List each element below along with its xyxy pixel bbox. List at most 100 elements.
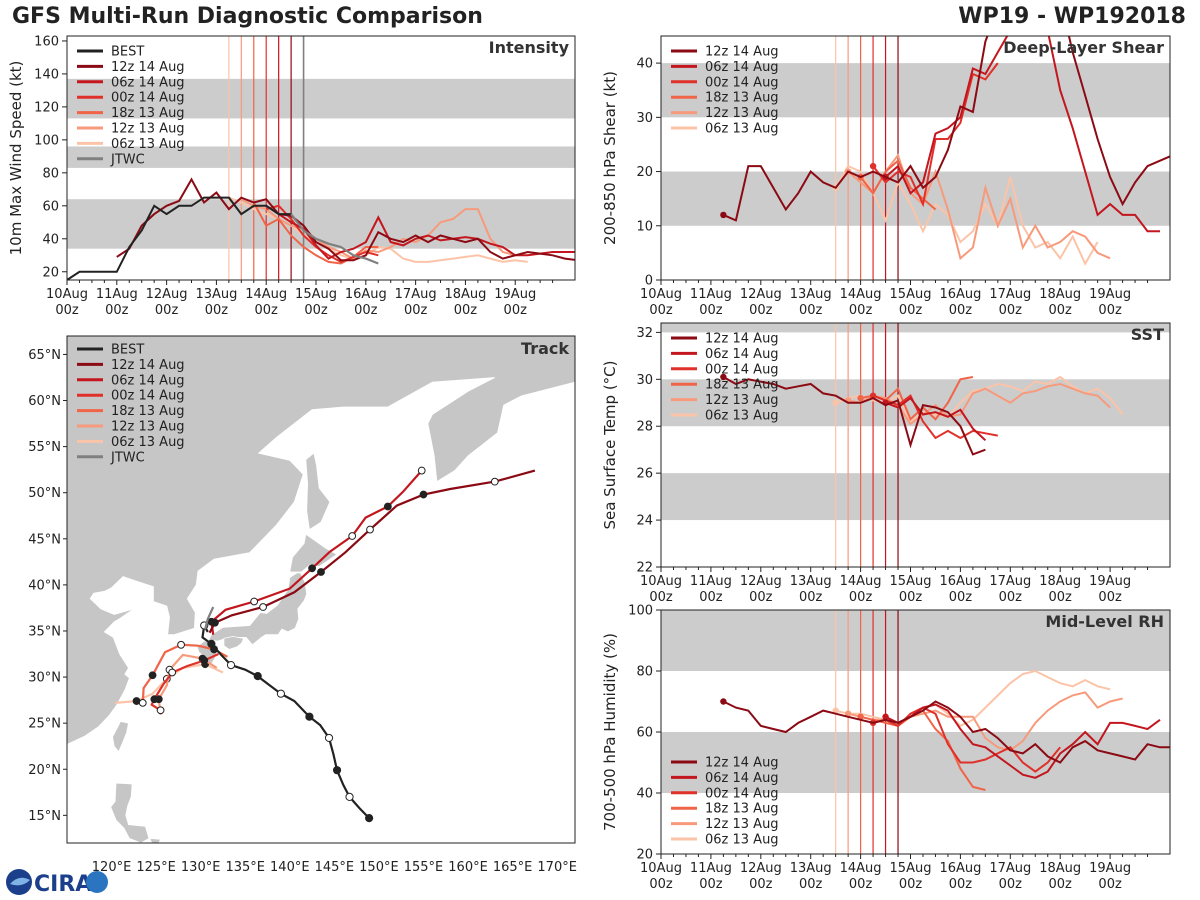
track-lat-label: 15°N [28, 809, 61, 824]
track-legend-label: 00z 14 Aug [111, 389, 185, 404]
sst-series-12z-14-aug [722, 376, 986, 456]
intensity-ytick-label: 40 [42, 232, 59, 247]
intensity-ytick-label: 140 [34, 67, 59, 82]
sst-frame [660, 322, 1171, 568]
track-lat-label: 20°N [28, 763, 61, 778]
track-frame [66, 335, 576, 844]
rh-ytick-label: 80 [636, 665, 653, 680]
intensity-legend-label: 18z 13 Aug [111, 106, 185, 121]
intensity-ytick-label: 160 [34, 34, 59, 49]
sst-ytick-label: 28 [636, 420, 653, 435]
intensity-title: Intensity [489, 38, 570, 57]
track-legend-label: 18z 13 Aug [111, 404, 185, 419]
track-point [250, 597, 259, 606]
rh-xtick-label: 17Aug [989, 861, 1031, 876]
sst-xtick-label: 00z [649, 590, 673, 605]
rh-series-12z-14-aug [722, 700, 1170, 764]
shear-series-12z-13-aug [847, 153, 1111, 261]
sst-legend-label: 06z 14 Aug [705, 347, 779, 362]
intensity-legend-label: 06z 13 Aug [111, 137, 185, 152]
shear-xtick-label: 15Aug [890, 287, 932, 302]
best-track-point [345, 792, 354, 802]
track-point [348, 532, 357, 540]
sst-xtick-label: 00z [1098, 590, 1122, 605]
chart-track: 120°E 125°E 130°E 135°E 140°E 145°E 150°E 155°E… [28, 335, 577, 875]
rh-init-point-12z-13-aug [844, 710, 852, 717]
rh-plot-area [661, 610, 1170, 854]
intensity-legend-label: 12z 13 Aug [111, 122, 185, 137]
shear-xtick-label: 17Aug [989, 287, 1031, 302]
intensity-xtick-label: 19Aug [494, 287, 536, 302]
rh-init-point-18z-13-aug [857, 713, 864, 720]
intensity-ytick-label: 20 [42, 265, 59, 280]
shear-xtick-label: 00z [699, 303, 723, 318]
track-legend-label: 12z 13 Aug [111, 420, 185, 435]
shear-xtick-label: 00z [1049, 303, 1073, 318]
shear-series-00z-14-aug [872, 62, 999, 208]
track-lon-label: 120°E [92, 860, 132, 875]
rh-xtick-label: 15Aug [890, 861, 932, 876]
shear-series-18z-13-aug [859, 159, 937, 211]
rh-xtick-label: 16Aug [939, 861, 981, 876]
track-point [148, 671, 157, 680]
intensity-xtick-label: 15Aug [295, 287, 337, 302]
rh-init-point-06z-14-aug [882, 713, 889, 720]
track-lat-label: 35°N [28, 624, 61, 639]
storm-id: WP19 - WP192018 [958, 4, 1186, 29]
honshu-island [208, 572, 308, 646]
rh-xtick-label: 00z [799, 877, 823, 892]
track-lat-label: 25°N [28, 717, 61, 732]
best-track-point [332, 766, 342, 775]
chart-intensity: 2040608010012014016010Aug00z11Aug00z12Au… [7, 34, 576, 318]
sst-xtick-label: 00z [699, 590, 723, 605]
track-lat-label: 30°N [28, 671, 61, 686]
sst-xtick-label: 00z [749, 590, 773, 605]
best-track-point [365, 814, 374, 823]
shear-xtick-label: 00z [1098, 303, 1122, 318]
rh-xtick-label: 00z [749, 877, 773, 892]
shear-band-1 [661, 63, 1170, 118]
track-point [308, 564, 316, 573]
sst-band-2 [661, 323, 1170, 333]
intensity-ytick-label: 60 [42, 199, 59, 214]
rh-xtick-label: 00z [899, 877, 923, 892]
track-legend-label: 06z 13 Aug [111, 435, 185, 450]
shear-xtick-label: 11Aug [690, 287, 732, 302]
rh-legend-label: 12z 14 Aug [705, 756, 779, 771]
shear-ytick-label: 40 [636, 57, 653, 72]
intensity-series-18z-13-aug [252, 202, 379, 265]
rh-xtick-label: 11Aug [690, 861, 732, 876]
sst-xtick-label: 16Aug [939, 574, 981, 589]
track-lon-label: 145°E [315, 860, 355, 875]
shear-xtick-label: 10Aug [640, 287, 682, 302]
track-point [317, 568, 325, 576]
intensity-xtick-label: 00z [504, 303, 528, 318]
sst-xtick-label: 18Aug [1039, 574, 1081, 589]
track-lon-label: 140°E [270, 860, 310, 875]
track-lon-label: 150°E [359, 860, 399, 875]
track-point [417, 466, 426, 475]
sst-ytick-label: 30 [636, 373, 653, 388]
track-lat-label: 50°N [28, 486, 61, 501]
shear-xtick-label: 14Aug [840, 287, 882, 302]
intensity-xtick-label: 00z [155, 303, 179, 318]
best-track-point [324, 733, 334, 743]
shear-xtick-label: 00z [899, 303, 923, 318]
rh-xtick-label: 14Aug [840, 861, 882, 876]
intensity-legend-label: 12z 14 Aug [111, 60, 185, 75]
track-point [138, 698, 147, 707]
intensity-series-best [67, 196, 292, 280]
sst-init-point-06z-13-aug [832, 399, 839, 406]
track-point [150, 695, 159, 704]
intensity-series-12z-14-aug [116, 177, 575, 262]
sst-legend-label: 18z 13 Aug [705, 378, 779, 393]
rh-xtick-label: 10Aug [640, 861, 682, 876]
track-lon-label: 165°E [493, 860, 533, 875]
intensity-ytick-label: 120 [34, 100, 59, 115]
sst-ytick-label: 32 [636, 326, 653, 341]
shear-xtick-label: 00z [799, 303, 823, 318]
rh-ylabel: 700-500 hPa Humidity (%) [601, 633, 619, 831]
intensity-plot-area [67, 36, 575, 280]
